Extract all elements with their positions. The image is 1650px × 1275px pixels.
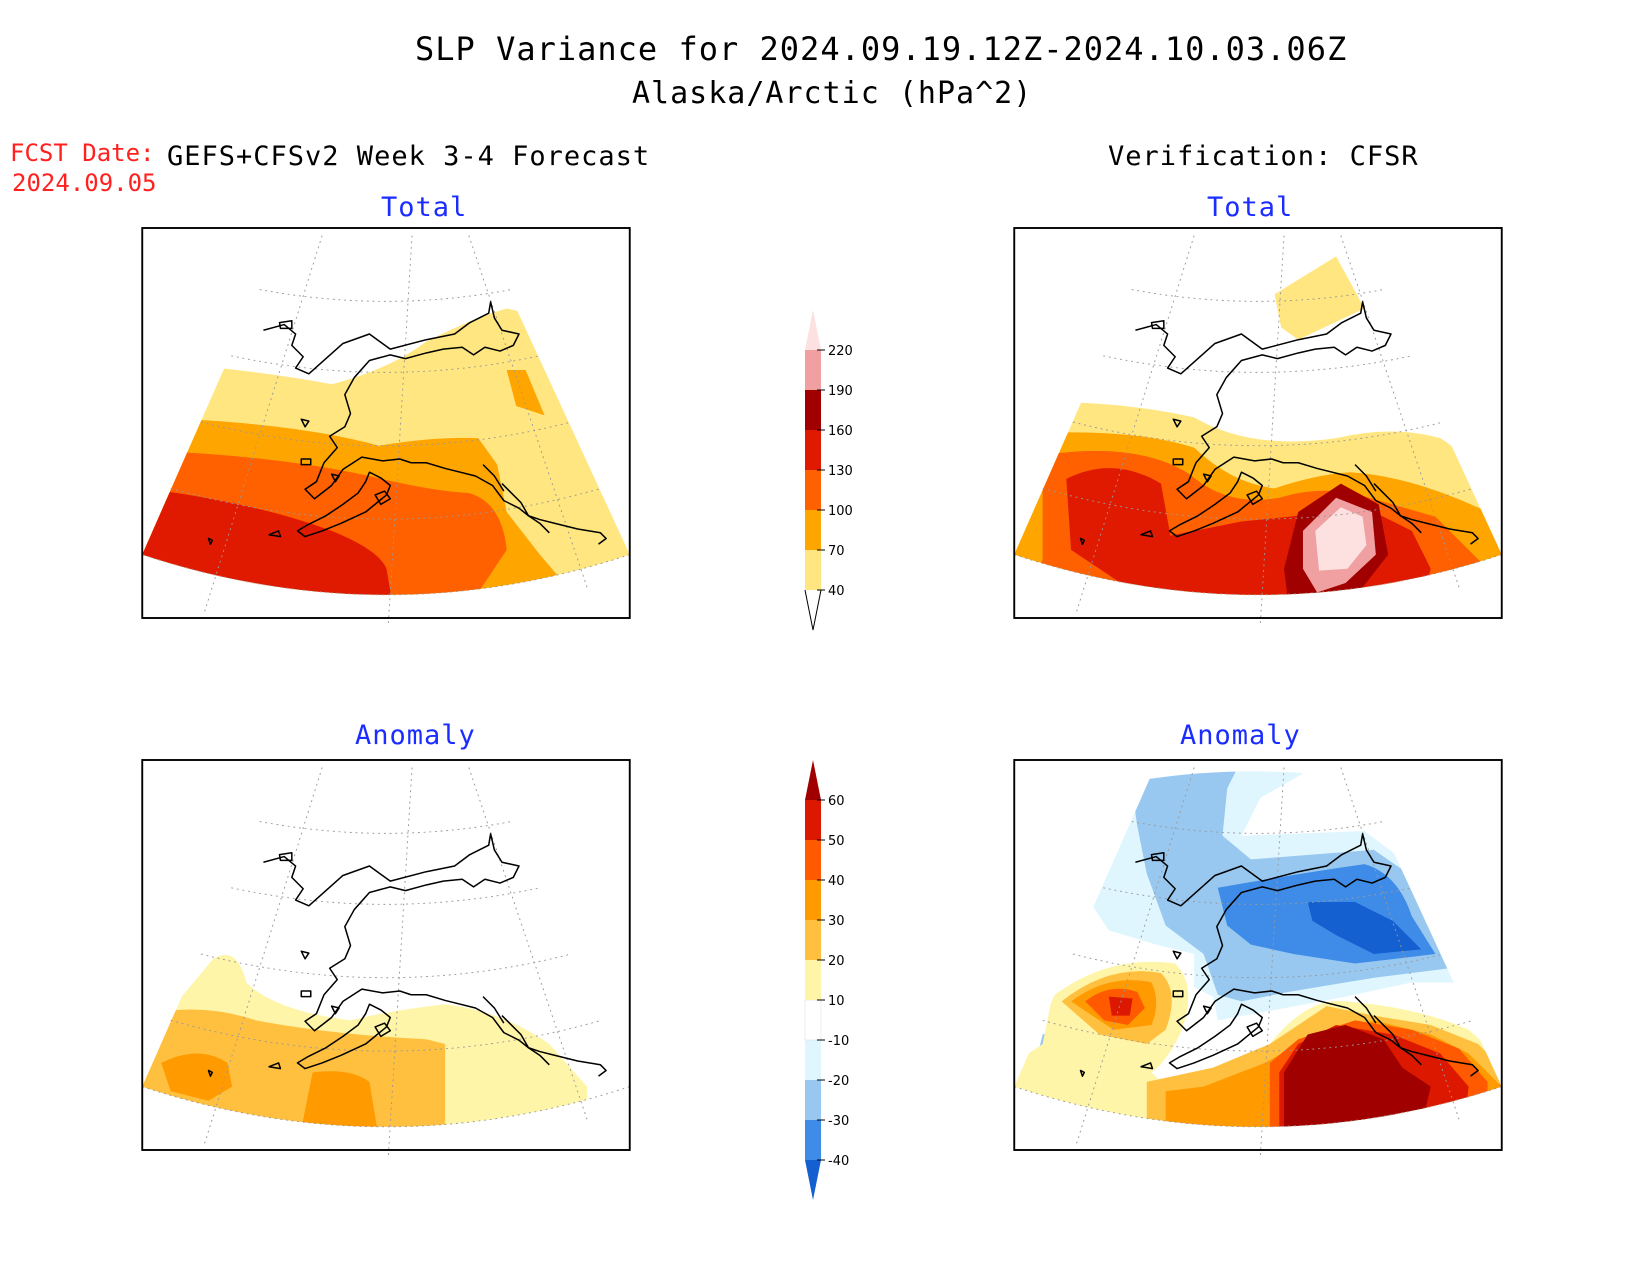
colorbar-tick-label: 20 — [828, 954, 845, 969]
map-frame — [141, 227, 631, 619]
colorbar-swatch-40 — [805, 840, 821, 880]
contour-band-above-60 — [1284, 1025, 1431, 1127]
colorbar-tick-label: 100 — [828, 504, 853, 519]
colorbar-swatch-top — [805, 310, 821, 350]
colorbar-tick-label: 40 — [828, 874, 845, 889]
colorbar-tick-label: 130 — [828, 464, 853, 479]
colorbar-swatch-bottom — [805, 1160, 821, 1200]
contour-band-20-30 — [142, 1009, 446, 1127]
colorbar-tick-label: 60 — [828, 794, 845, 809]
colorbar-tick-label: 50 — [828, 834, 845, 849]
anomaly-colorbar: -40 -30 -20 -10 10 20 30 40 50 60 — [804, 760, 849, 1200]
colorbar-tick-label: 220 — [828, 344, 853, 359]
colorbar-tick-label: 10 — [828, 994, 845, 1009]
contour-blob-30-40-south — [293, 1071, 384, 1127]
contour-blob-40-70-north — [1274, 256, 1365, 340]
map-frame — [141, 759, 631, 1151]
colorbar-swatch-40 — [805, 550, 821, 590]
fcst-date-value: 2024.09.05 — [12, 169, 157, 197]
colorbar-swatch--10 — [804, 999, 822, 1041]
contour-blob-30-40-west — [161, 1053, 233, 1101]
colorbar-swatch--30 — [805, 1080, 821, 1120]
forecast-anomaly-title: Anomaly — [355, 720, 476, 751]
contour-blob-70-100 — [506, 369, 545, 416]
colorbar-swatch--20 — [805, 1040, 821, 1080]
map-frame — [1013, 227, 1503, 619]
colorbar-tick-label: -40 — [828, 1154, 849, 1169]
main-subtitle: Alaska/Arctic (hPa^2) — [632, 76, 1033, 111]
colorbar-tick-label: 70 — [828, 544, 845, 559]
colorbar-tick-label: -10 — [828, 1034, 849, 1049]
contour-blob-50-60 — [1108, 996, 1133, 1016]
colorbar-tick-label: -30 — [828, 1114, 849, 1129]
total-colorbar: 40 70 100 130 160 190 220 — [804, 310, 853, 631]
colorbar-swatch-50 — [805, 800, 821, 840]
verification-total-map — [1013, 227, 1503, 625]
verification-column-title: Verification: CFSR — [1108, 141, 1419, 172]
colorbar-tick-label: 40 — [828, 584, 845, 599]
forecast-total-title: Total — [381, 192, 468, 223]
verification-total-title: Total — [1207, 192, 1294, 223]
verification-anomaly-title: Anomaly — [1180, 720, 1301, 751]
colorbar-swatch-160 — [805, 390, 821, 430]
colorbar-swatch-100 — [805, 470, 821, 510]
colorbar-swatch--40 — [805, 1120, 821, 1160]
forecast-anomaly-map — [141, 759, 631, 1157]
colorbar-tick-label: 30 — [828, 914, 845, 929]
forecast-total-map — [141, 227, 631, 625]
colorbar-swatch-top — [805, 760, 821, 800]
verification-anomaly-map — [1013, 759, 1503, 1157]
colorbar-tick-label: 160 — [828, 424, 853, 439]
main-title: SLP Variance for 2024.09.19.12Z-2024.10.… — [415, 30, 1348, 68]
contour-band-220-plus — [1315, 507, 1367, 571]
colorbar-swatch-130 — [805, 430, 821, 470]
colorbar-swatch-70 — [805, 510, 821, 550]
colorbar-tick-label: 190 — [828, 384, 853, 399]
map-frame — [1013, 759, 1503, 1151]
colorbar-swatch-20 — [805, 920, 821, 960]
colorbar-tick-label: -20 — [828, 1074, 849, 1089]
colorbar-bottom-cap — [804, 589, 822, 631]
contour-band-below-neg40 — [1307, 901, 1422, 955]
forecast-column-title: GEFS+CFSv2 Week 3-4 Forecast — [167, 141, 651, 172]
colorbar-swatch-30 — [805, 880, 821, 920]
colorbar-swatch-10 — [805, 960, 821, 1000]
colorbar-swatch-190 — [805, 350, 821, 390]
fcst-date-label: FCST Date: — [10, 139, 155, 167]
contour-band-130-160 — [142, 488, 398, 595]
